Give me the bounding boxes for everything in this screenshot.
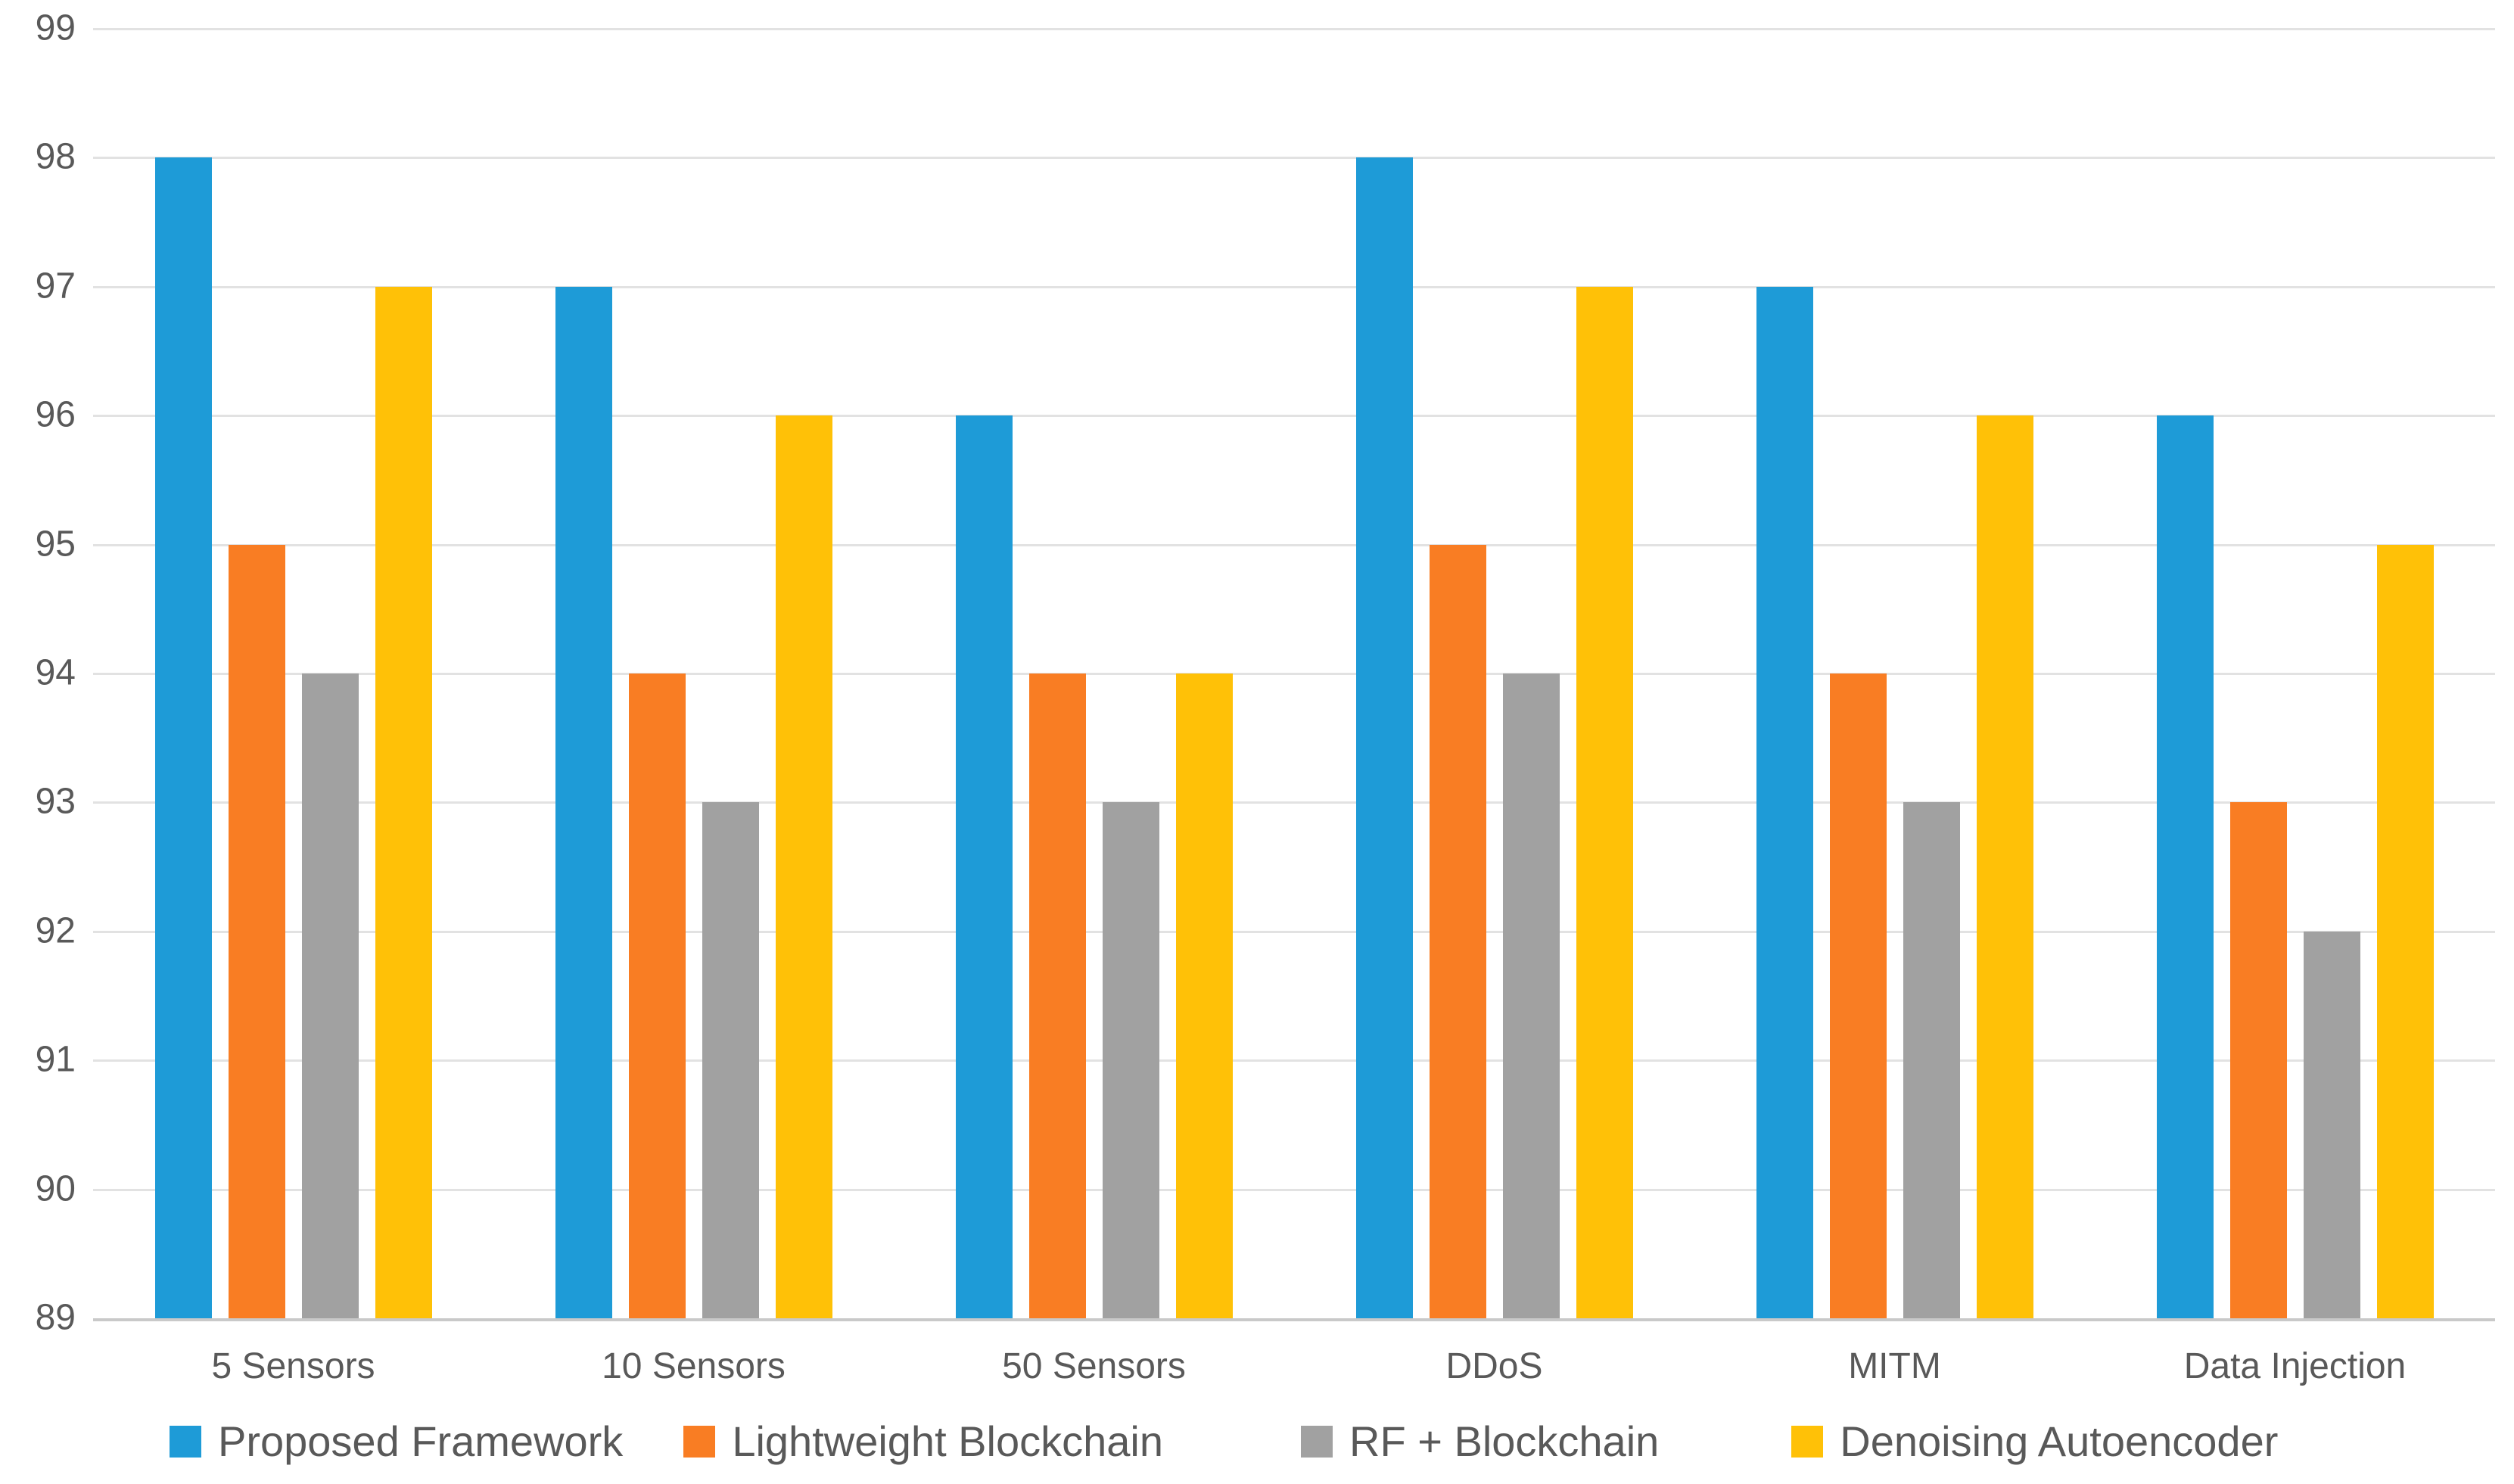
legend-swatch <box>1791 1425 1824 1458</box>
bar-denoising-autoencoder <box>775 415 832 1318</box>
bar-lightweight-blockchain <box>1829 674 1887 1318</box>
legend-label: Proposed Framework <box>218 1417 624 1465</box>
y-tick-label: 95 <box>35 523 76 564</box>
x-category-label: MITM <box>1848 1346 1941 1386</box>
gridline <box>93 415 2495 418</box>
bar-denoising-autoencoder <box>375 286 432 1318</box>
gridline <box>93 930 2495 933</box>
bar-rf-blockchain <box>301 674 359 1318</box>
bar-rf-blockchain <box>1102 802 1159 1318</box>
legend-item-rf-blockchain: RF + Blockchain <box>1301 1417 1659 1466</box>
legend-label: RF + Blockchain <box>1349 1417 1660 1465</box>
bar-group-mitm <box>1694 29 2095 1318</box>
bar-group-data-injection <box>2095 29 2495 1318</box>
bar-denoising-autoencoder <box>2376 544 2434 1318</box>
y-tick-label: 90 <box>35 1168 76 1209</box>
bar-denoising-autoencoder <box>1576 286 1633 1318</box>
bar-rf-blockchain <box>2303 931 2360 1318</box>
bar-lightweight-blockchain <box>1028 674 1086 1318</box>
x-category-label: 50 Sensors <box>1002 1346 1186 1386</box>
bar-proposed-framework <box>154 157 212 1318</box>
x-axis-line <box>93 1318 2495 1321</box>
x-category-label: DDoS <box>1445 1346 1543 1386</box>
x-category-label: 10 Sensors <box>602 1346 786 1386</box>
gridline <box>93 543 2495 546</box>
legend: Proposed Framework Lightweight Blockchain… <box>170 1417 2278 1466</box>
gridline <box>93 673 2495 675</box>
bar-proposed-framework <box>1756 286 1813 1318</box>
bar-group-50-sensors <box>894 29 1294 1318</box>
gridline <box>93 28 2495 30</box>
bar-group-5-sensors <box>93 29 493 1318</box>
bar-rf-blockchain <box>702 802 759 1318</box>
bar-groups <box>93 29 2495 1318</box>
x-category-label: 5 Sensors <box>211 1346 375 1386</box>
bar-proposed-framework <box>2156 415 2214 1318</box>
bar-rf-blockchain <box>1903 802 1960 1318</box>
y-axis-tick-labels: 99 98 97 96 95 94 93 92 91 90 89 <box>0 8 76 1337</box>
y-tick-label: 97 <box>35 266 76 306</box>
bar-lightweight-blockchain <box>628 674 686 1318</box>
bar-proposed-framework <box>1355 157 1413 1318</box>
bar-denoising-autoencoder <box>1175 674 1233 1318</box>
legend-item-denoising-autoencoder: Denoising Autoencoder <box>1791 1417 2278 1466</box>
y-tick-label: 91 <box>35 1039 76 1080</box>
bar-group-10-sensors <box>493 29 894 1318</box>
bar-denoising-autoencoder <box>1976 415 2033 1318</box>
gridline <box>93 285 2495 288</box>
legend-item-lightweight-blockchain: Lightweight Blockchain <box>683 1417 1163 1466</box>
bar-lightweight-blockchain <box>2229 802 2287 1318</box>
y-tick-label: 94 <box>35 652 76 693</box>
gridline <box>93 1188 2495 1191</box>
y-tick-label: 98 <box>35 136 76 177</box>
legend-item-proposed-framework: Proposed Framework <box>170 1417 623 1466</box>
y-tick-label: 89 <box>35 1297 76 1338</box>
y-tick-label: 99 <box>35 8 76 48</box>
x-axis-category-labels: 5 Sensors 10 Sensors 50 Sensors DDoS MITM Dat… <box>93 1346 2495 1387</box>
x-category-label: Data Injection <box>2183 1346 2407 1386</box>
bar-lightweight-blockchain <box>1429 544 1486 1318</box>
y-tick-label: 96 <box>35 394 76 435</box>
y-tick-label: 92 <box>35 910 76 951</box>
gridline <box>93 157 2495 160</box>
legend-label: Denoising Autoencoder <box>1840 1417 2279 1465</box>
gridline <box>93 1059 2495 1062</box>
legend-swatch <box>683 1425 716 1458</box>
y-tick-label: 93 <box>35 781 76 822</box>
legend-swatch <box>170 1425 201 1458</box>
bar-lightweight-blockchain <box>228 544 285 1318</box>
plot-area <box>93 28 2495 1321</box>
bar-proposed-framework <box>955 415 1013 1318</box>
bar-group-ddos <box>1294 29 1694 1318</box>
bar-rf-blockchain <box>1502 674 1560 1318</box>
legend-label: Lightweight Blockchain <box>732 1417 1163 1465</box>
gridline <box>93 801 2495 804</box>
bar-proposed-framework <box>555 286 612 1318</box>
legend-swatch <box>1301 1425 1333 1458</box>
